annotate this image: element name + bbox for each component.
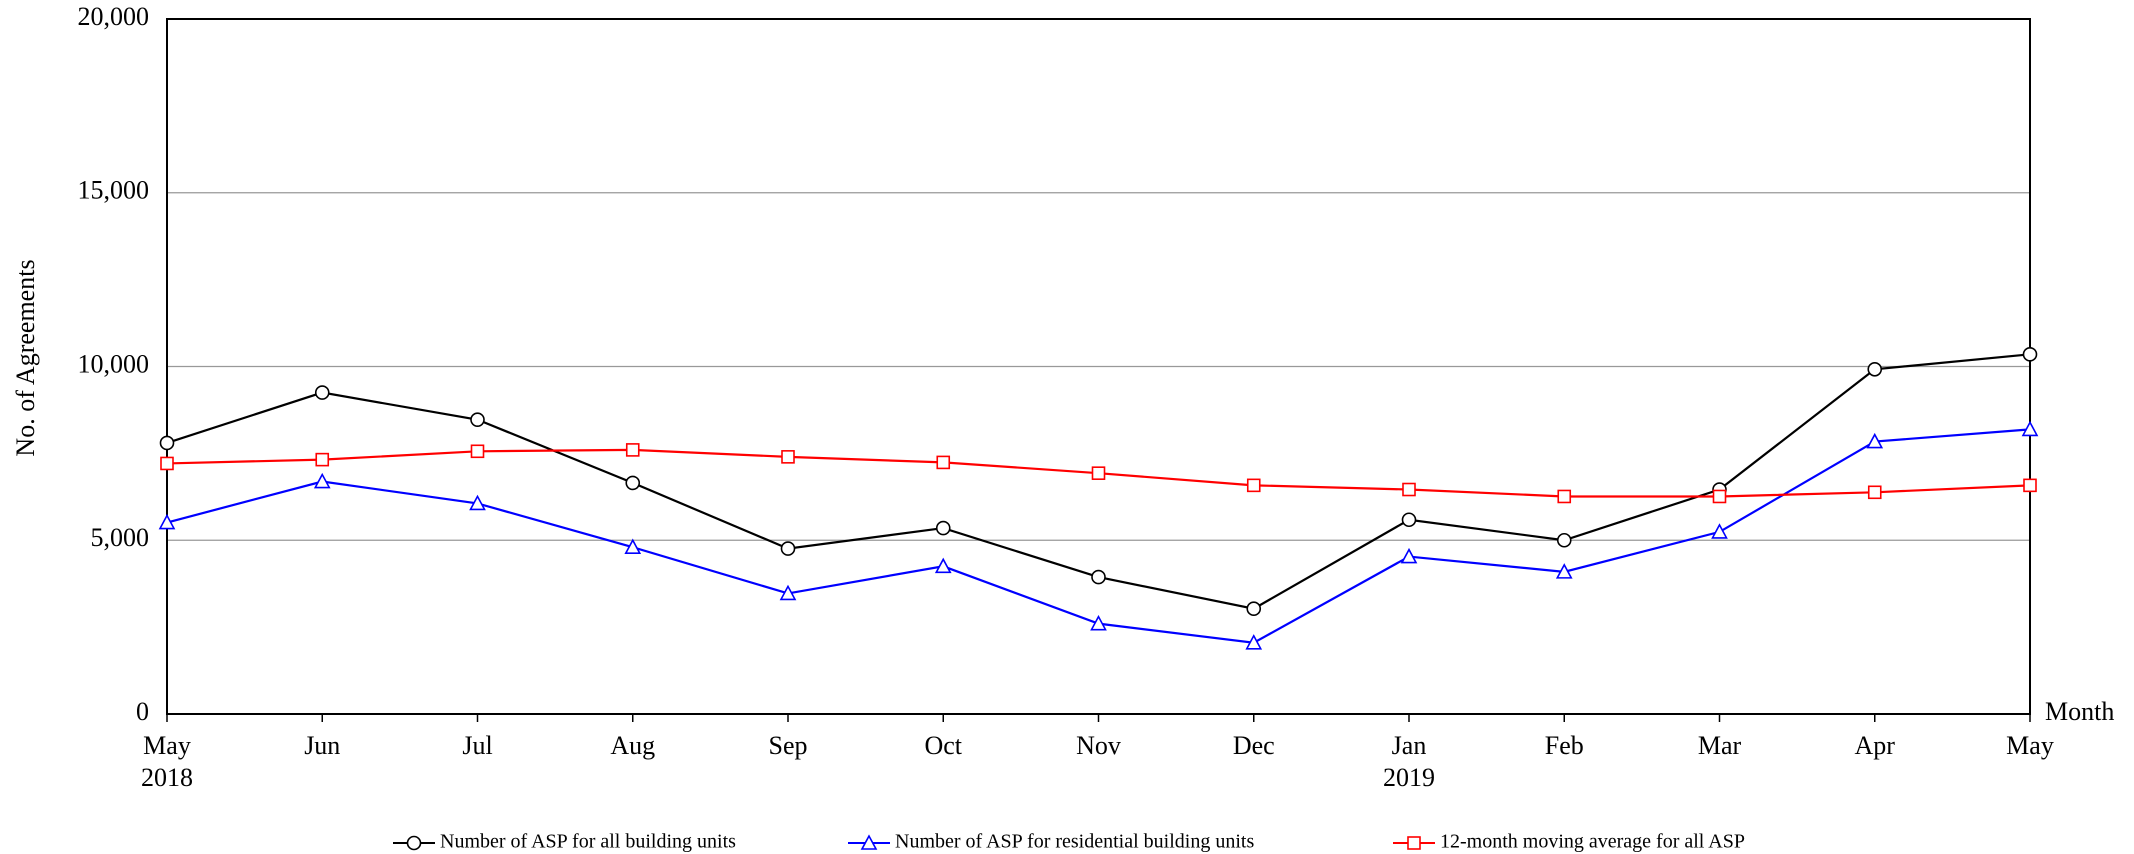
marker <box>1400 547 1418 564</box>
marker <box>160 456 174 471</box>
marker <box>1712 489 1727 504</box>
y-tick-label: 5,000 <box>91 523 150 552</box>
series-line <box>166 428 2031 644</box>
marker <box>1867 361 1883 377</box>
marker <box>935 520 951 536</box>
marker <box>470 444 485 459</box>
marker <box>2021 420 2039 437</box>
x-tick-label: Jun <box>304 731 340 760</box>
marker <box>1402 482 1416 497</box>
y-tick-label: 20,000 <box>78 2 150 31</box>
marker <box>1090 614 1107 631</box>
marker <box>1866 432 1884 449</box>
marker <box>780 541 796 556</box>
marker <box>1407 836 1421 850</box>
y-tick-label: 10,000 <box>78 349 150 378</box>
marker <box>1091 466 1106 480</box>
marker <box>1246 478 1261 493</box>
x-tick-label: May <box>2006 731 2054 760</box>
x-tick-label: Feb <box>1545 731 1584 760</box>
y-axis-title: No. of Agreements <box>11 259 40 456</box>
marker <box>936 455 951 470</box>
x-axis-title: Month <box>2045 697 2114 726</box>
marker <box>2023 478 2037 493</box>
marker <box>1711 523 1728 539</box>
marker <box>624 538 642 555</box>
x-tick-label: Aug <box>610 731 655 760</box>
x-tick-year: 2019 <box>1383 763 1435 792</box>
x-tick-label: Jan <box>1392 731 1427 760</box>
x-tick-label: Dec <box>1233 731 1275 760</box>
marker <box>1401 512 1417 528</box>
x-tick-label: Oct <box>924 731 962 760</box>
marker <box>625 475 641 491</box>
x-tick-label: May <box>143 731 191 760</box>
marker <box>2022 347 2038 362</box>
marker <box>159 435 175 451</box>
marker <box>470 412 485 427</box>
y-tick-label: 15,000 <box>78 176 150 205</box>
legend-text: Number of ASP for residential building u… <box>895 831 1254 853</box>
marker <box>314 385 330 400</box>
y-tick-label: 0 <box>136 697 149 726</box>
marker <box>1867 485 1882 500</box>
x-tick-label: Jul <box>462 731 492 760</box>
x-tick-label: Sep <box>769 731 808 760</box>
marker <box>1091 569 1106 585</box>
marker <box>1557 489 1572 504</box>
marker <box>158 513 176 530</box>
marker <box>406 835 422 851</box>
marker <box>469 494 486 511</box>
marker <box>625 443 640 457</box>
x-tick-label: Mar <box>1698 731 1742 760</box>
marker <box>1246 601 1262 617</box>
marker <box>1555 563 1573 579</box>
legend-text: Number of ASP for all building units <box>440 831 736 853</box>
marker <box>934 557 952 574</box>
marker <box>313 472 331 489</box>
legend-text: 12-month moving average for all ASP <box>1440 831 1745 853</box>
marker <box>781 450 795 464</box>
x-tick-label: Nov <box>1076 731 1121 760</box>
x-tick-year: 2018 <box>141 763 193 792</box>
marker <box>860 834 878 850</box>
marker <box>1556 532 1572 548</box>
marker <box>1245 634 1263 650</box>
marker <box>779 584 797 601</box>
marker <box>315 452 330 467</box>
x-tick-label: Apr <box>1855 731 1896 760</box>
